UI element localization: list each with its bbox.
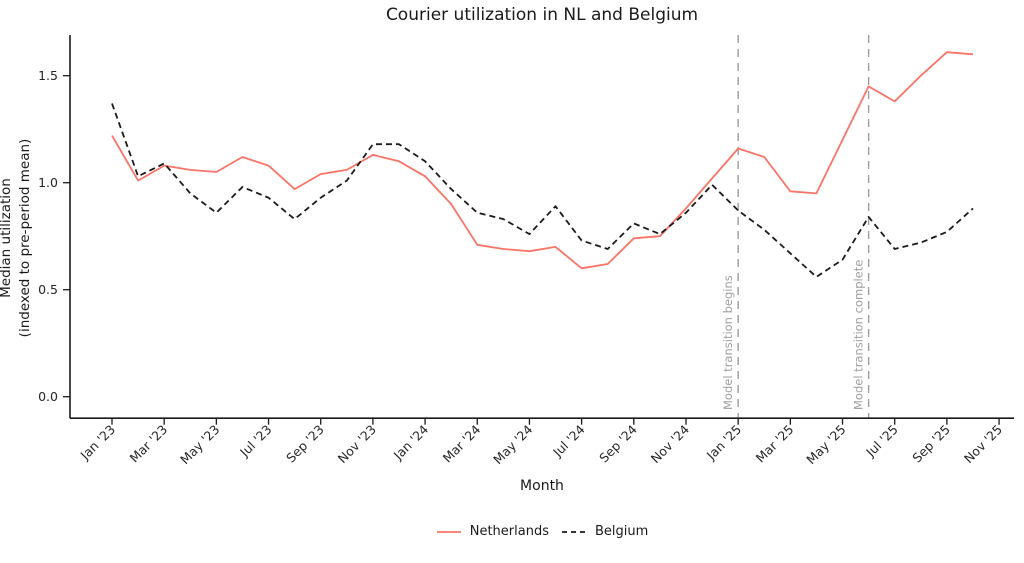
y-tick-label: 1.5	[38, 68, 58, 83]
event-annotation-0: Model transition begins	[721, 275, 735, 410]
y-tick-label: 0.5	[38, 282, 58, 297]
x-tick-label: May '23	[177, 422, 222, 467]
legend-line-swatch-belgium	[561, 530, 586, 533]
x-tick-label: Mar '25	[753, 422, 797, 466]
x-tick-label: Sep '24	[596, 422, 640, 466]
x-tick-label: Jul '24	[549, 422, 587, 460]
series-line-netherlands	[111, 51, 974, 270]
x-tick-label: Sep '25	[909, 422, 953, 466]
x-tick-label: Jan '24	[390, 422, 431, 463]
event-annotation-1: Model transition complete	[852, 260, 866, 410]
legend-item-belgium: Belgium	[561, 524, 648, 539]
legend-item-netherlands: Netherlands	[436, 524, 549, 539]
x-tick-label: Jan '25	[703, 422, 744, 463]
x-tick-label: Nov '23	[335, 422, 379, 466]
x-tick-label: Nov '24	[648, 422, 692, 466]
x-tick-label: Mar '23	[127, 422, 171, 466]
legend: Netherlands Belgium	[70, 524, 1014, 539]
legend-line-swatch-netherlands	[436, 530, 461, 533]
legend-label-belgium: Belgium	[594, 524, 649, 539]
y-tick-label: 1.0	[38, 175, 58, 190]
x-tick-label: Mar '24	[440, 422, 484, 466]
x-tick-label: Jul '25	[862, 422, 900, 460]
x-axis-label: Month	[520, 478, 564, 494]
x-tick-label: Jul '23	[236, 422, 274, 460]
legend-label-netherlands: Netherlands	[469, 524, 549, 539]
series-line-belgium	[111, 103, 974, 278]
x-tick-label: May '25	[803, 422, 848, 467]
page-title: Courier utilization in NL and Belgium	[385, 5, 699, 25]
x-tick-label: Nov '25	[961, 422, 1005, 466]
x-tick-label: May '24	[490, 422, 535, 467]
x-tick-label: Sep '23	[283, 422, 327, 466]
y-tick-label: 0.0	[38, 389, 58, 404]
x-tick-label: Jan '23	[77, 422, 118, 463]
